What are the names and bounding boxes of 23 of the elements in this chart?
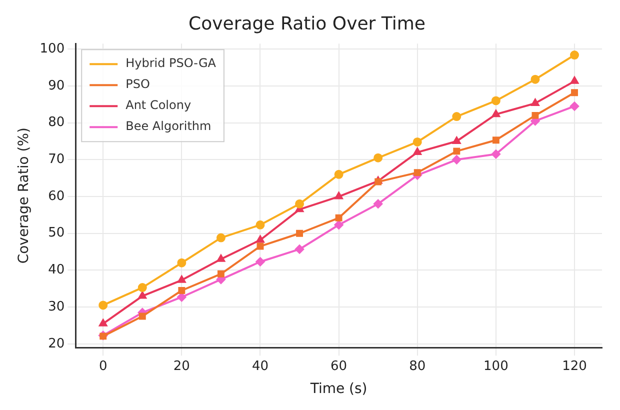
x-tick-label: 80 bbox=[409, 358, 426, 374]
x-axis-title: Time (s) bbox=[309, 381, 368, 398]
x-tick-label: 20 bbox=[173, 358, 190, 374]
y-tick-label: 60 bbox=[48, 188, 65, 204]
legend-label: PSO bbox=[126, 77, 150, 92]
legend-label: Bee Algorithm bbox=[126, 119, 212, 134]
x-tick-label: 120 bbox=[562, 358, 587, 374]
y-tick-label: 30 bbox=[48, 299, 65, 314]
legend-label: Hybrid PSO-GA bbox=[126, 56, 217, 70]
y-tick-label: 100 bbox=[40, 42, 65, 56]
x-tick-label: 60 bbox=[330, 358, 348, 374]
y-axis-title: Coverage Ratio (%) bbox=[16, 128, 32, 264]
chart-title: Coverage Ratio Over Time bbox=[188, 13, 426, 34]
x-tick-label: 100 bbox=[484, 358, 508, 374]
x-tick-label: 40 bbox=[252, 358, 269, 374]
y-tick-label: 40 bbox=[48, 262, 65, 278]
y-tick-label: 50 bbox=[48, 226, 65, 241]
x-tick-label: 0 bbox=[98, 358, 108, 374]
legend-label: Ant Colony bbox=[126, 98, 192, 112]
y-tick-label: 70 bbox=[48, 152, 65, 168]
y-tick-label: 80 bbox=[48, 115, 65, 130]
y-tick-label: 90 bbox=[48, 78, 65, 94]
y-tick-label: 20 bbox=[48, 336, 65, 352]
